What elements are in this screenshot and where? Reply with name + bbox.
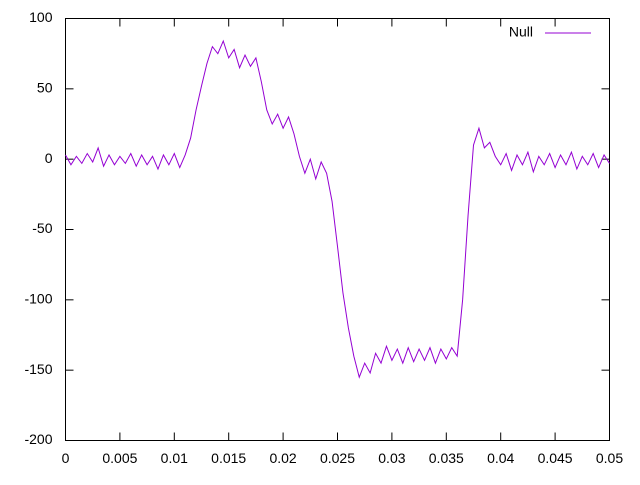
x-tick-label: 0.04 (487, 450, 514, 466)
y-tick-label: 100 (29, 9, 53, 25)
x-tick-label: 0 (62, 450, 70, 466)
x-tick-label: 0.05 (596, 450, 623, 466)
x-tick-label: 0.025 (320, 450, 355, 466)
y-tick-label: -50 (32, 220, 52, 236)
x-tick-label: 0.01 (161, 450, 188, 466)
plot-border (65, 18, 610, 441)
y-tick-label: 50 (37, 80, 53, 96)
y-tick-label: -100 (24, 291, 52, 307)
x-tick-label: 0.035 (429, 450, 464, 466)
y-tick-label: 0 (45, 150, 53, 166)
x-tick-label: 0.03 (378, 450, 405, 466)
x-tick-label: 0.015 (211, 450, 246, 466)
y-tick-label: -150 (24, 361, 52, 377)
x-tick-label: 0.005 (102, 450, 137, 466)
x-tick-label: 0.045 (538, 450, 573, 466)
legend-label: Null (509, 24, 533, 40)
x-tick-label: 0.02 (269, 450, 296, 466)
data-line (65, 39, 610, 379)
y-tick-label: -200 (24, 431, 52, 447)
